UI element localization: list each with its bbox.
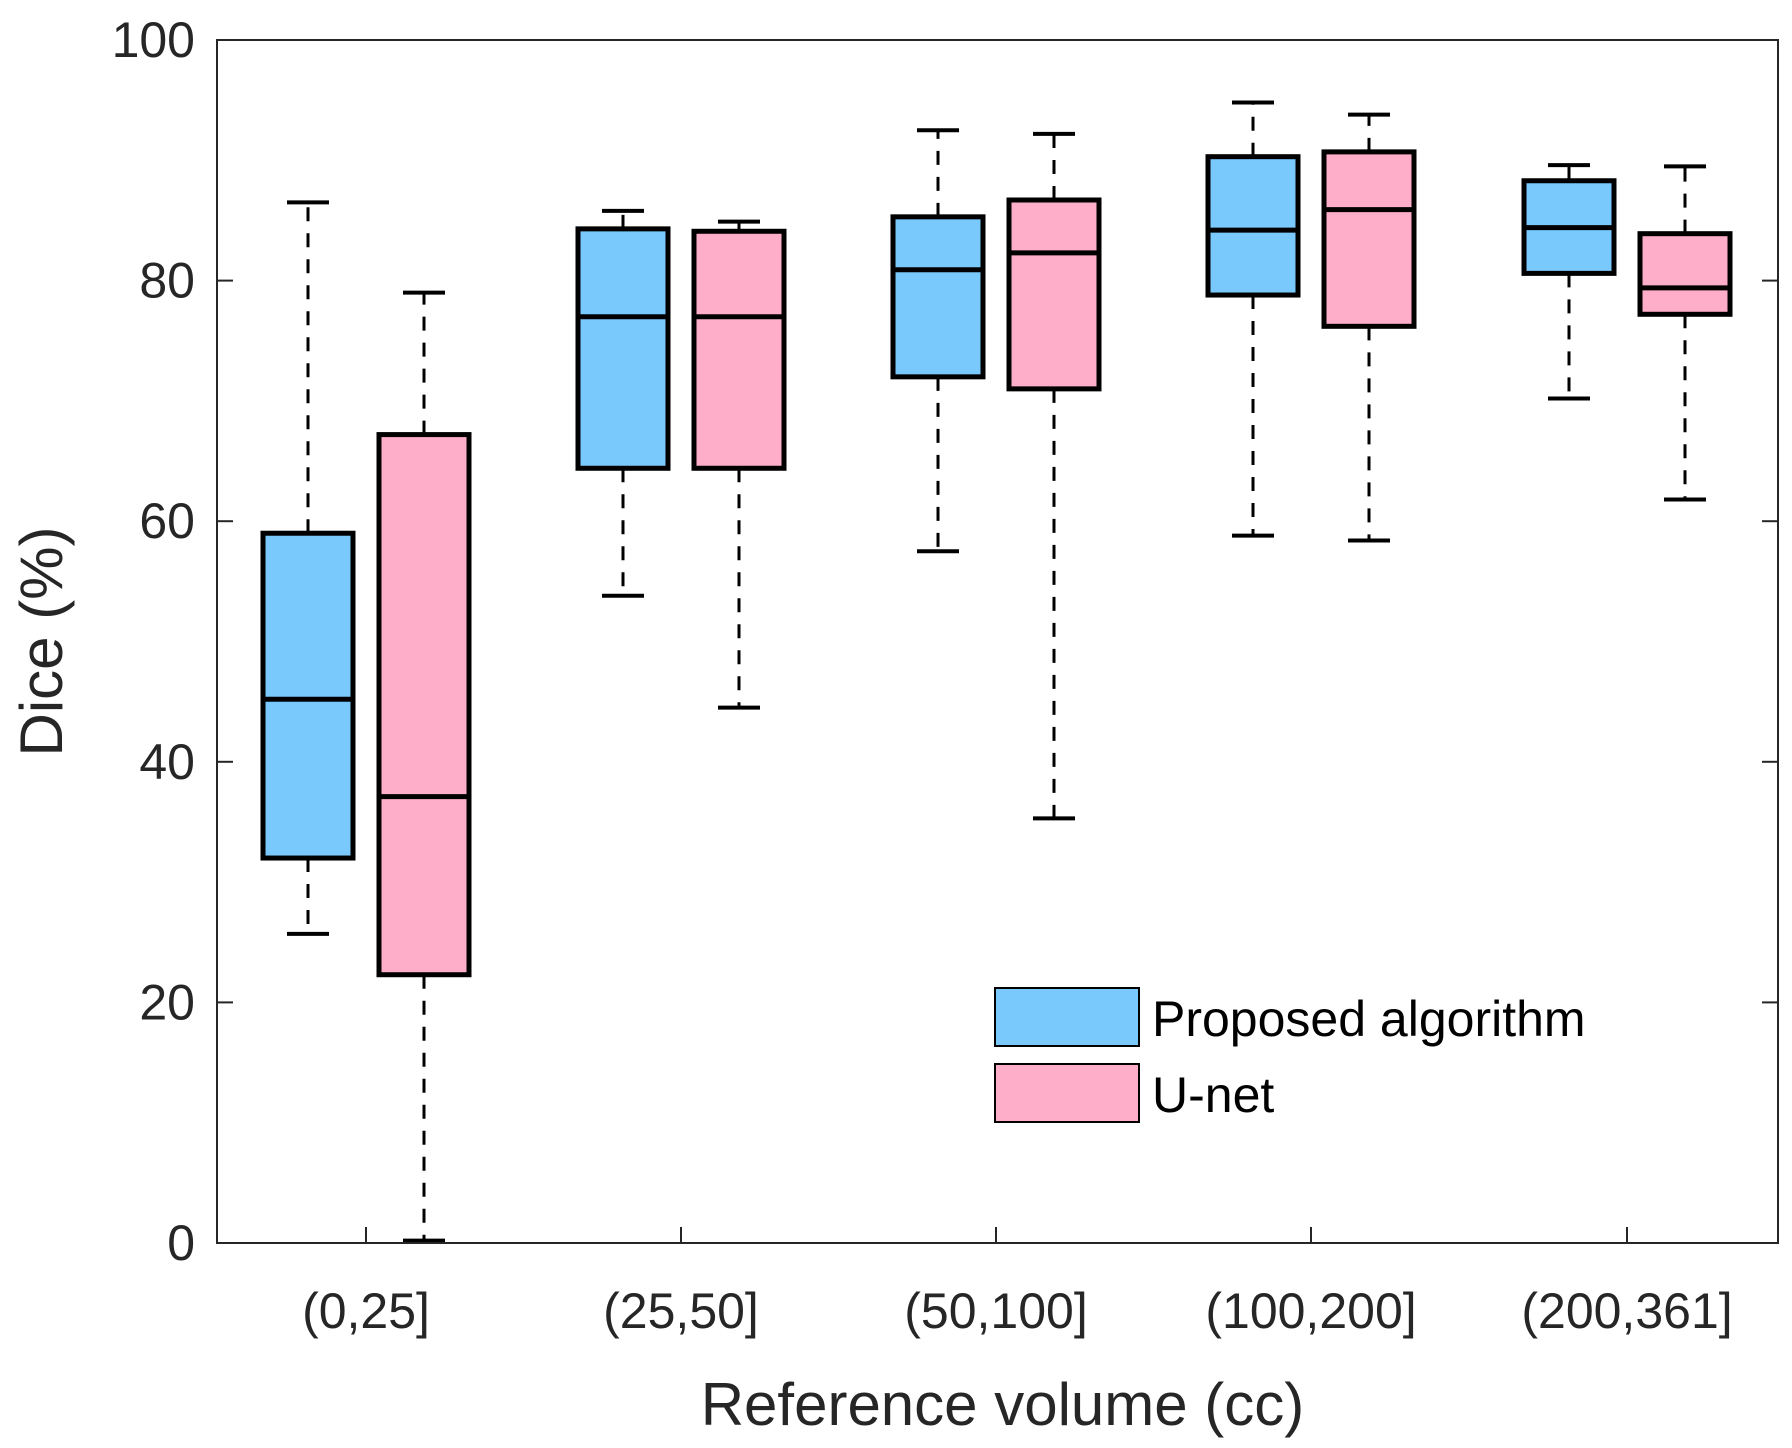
legend-label: Proposed algorithm (1152, 991, 1586, 1047)
x-axis-title: Reference volume (cc) (701, 1371, 1305, 1438)
axes-frame (216, 39, 1779, 1244)
x-tick-label: (0,25] (302, 1283, 430, 1339)
legend: Proposed algorithm U-net (994, 987, 1586, 1123)
x-tick-label: (100,200] (1205, 1283, 1416, 1339)
x-tick-label: (50,100] (904, 1283, 1087, 1339)
legend-swatch (994, 987, 1140, 1047)
legend-swatch (994, 1063, 1140, 1123)
box-iqr (1321, 149, 1417, 329)
y-tick-label: 20 (139, 974, 195, 1030)
box-iqr (1205, 154, 1301, 298)
box-unet-3 (1321, 112, 1417, 543)
box-iqr (260, 530, 356, 861)
y-tick-label: 80 (139, 253, 195, 309)
box-iqr (1006, 197, 1102, 392)
box-proposed-0 (260, 200, 356, 936)
box-unet-2 (1006, 131, 1102, 821)
y-tick-label: 0 (167, 1215, 195, 1271)
box-iqr (691, 228, 787, 471)
axes-layer: 0 20 40 60 80 100 (0,25] (25,50] (50,100] (100,20… (8, 12, 1779, 1438)
box-proposed-4 (1521, 163, 1617, 401)
box-iqr (1637, 231, 1733, 317)
legend-label: U-net (1152, 1067, 1274, 1123)
legend-item-proposed: Proposed algorithm (994, 987, 1586, 1047)
boxes-layer (260, 100, 1733, 1243)
y-tick-label: 100 (112, 12, 195, 68)
legend-item-unet: U-net (994, 1063, 1274, 1123)
box-iqr (890, 214, 986, 380)
x-tick-label: (25,50] (603, 1283, 759, 1339)
box-unet-0 (376, 290, 472, 1243)
box-iqr (376, 432, 472, 978)
x-tick-label: (200,361] (1521, 1283, 1732, 1339)
box-iqr (575, 226, 671, 471)
box-unet-1 (691, 219, 787, 710)
y-tick-label: 40 (139, 734, 195, 790)
y-tick-label: 60 (139, 493, 195, 549)
box-proposed-1 (575, 208, 671, 598)
box-proposed-3 (1205, 100, 1301, 538)
y-axis-title: Dice (%) (8, 526, 75, 756)
box-proposed-2 (890, 128, 986, 554)
box-unet-4 (1637, 164, 1733, 502)
